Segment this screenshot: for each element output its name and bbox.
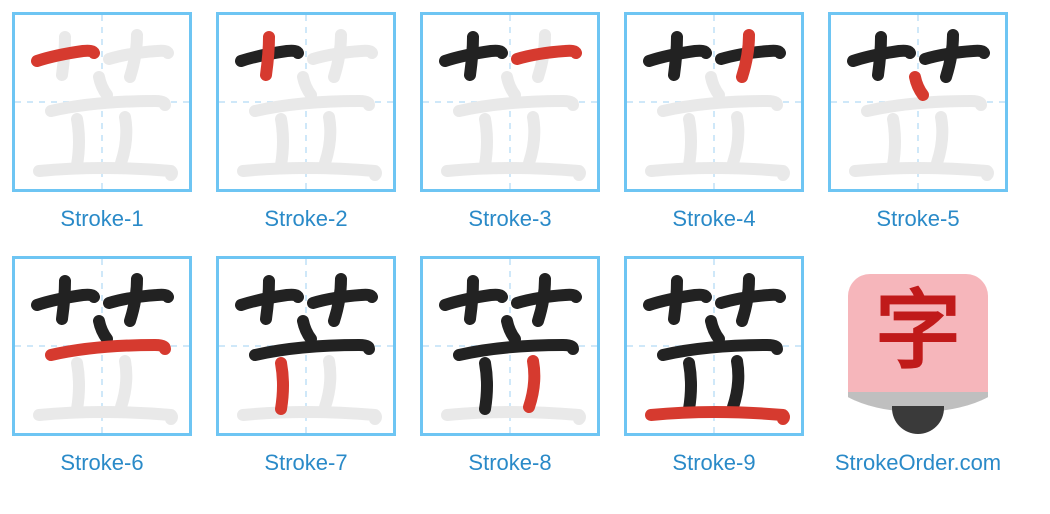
- stroke-caption: Stroke-6: [60, 450, 143, 476]
- logo-tip-dark: [892, 406, 944, 434]
- stroke-box: [624, 12, 804, 192]
- logo-icon: 字: [828, 256, 1008, 436]
- stroke-caption: Stroke-9: [672, 450, 755, 476]
- glyph-svg: [15, 15, 189, 189]
- stroke-caption: Stroke-3: [468, 206, 551, 232]
- logo-cell: 字 StrokeOrder.com: [828, 256, 1008, 476]
- stroke-box: [420, 256, 600, 436]
- stroke-caption: Stroke-5: [876, 206, 959, 232]
- glyph-svg: [831, 15, 1005, 189]
- stroke-caption: Stroke-1: [60, 206, 143, 232]
- stroke-box: [828, 12, 1008, 192]
- stroke-box: [420, 12, 600, 192]
- stroke-cell: Stroke-9: [624, 256, 804, 476]
- stroke-cell: Stroke-3: [420, 12, 600, 232]
- stroke-box: [216, 256, 396, 436]
- stroke-cell: Stroke-2: [216, 12, 396, 232]
- logo-character: 字: [828, 288, 1008, 374]
- stroke-box: [12, 12, 192, 192]
- stroke-cell: Stroke-4: [624, 12, 804, 232]
- glyph-svg: [219, 259, 393, 433]
- stroke-cell: Stroke-8: [420, 256, 600, 476]
- stroke-box: [216, 12, 396, 192]
- glyph-svg: [15, 259, 189, 433]
- glyph-svg: [219, 15, 393, 189]
- glyph-svg: [627, 15, 801, 189]
- stroke-box: [624, 256, 804, 436]
- stroke-caption: Stroke-2: [264, 206, 347, 232]
- stroke-cell: Stroke-1: [12, 12, 192, 232]
- glyph-svg: [423, 259, 597, 433]
- stroke-box: [12, 256, 192, 436]
- site-label: StrokeOrder.com: [835, 450, 1001, 476]
- glyph-svg: [423, 15, 597, 189]
- stroke-cell: Stroke-7: [216, 256, 396, 476]
- stroke-caption: Stroke-7: [264, 450, 347, 476]
- stroke-caption: Stroke-8: [468, 450, 551, 476]
- stroke-grid: Stroke-1 Stroke-2 Stroke-3 Stroke-4 Stroke-5…: [12, 12, 1038, 476]
- stroke-caption: Stroke-4: [672, 206, 755, 232]
- stroke-cell: Stroke-6: [12, 256, 192, 476]
- glyph-svg: [627, 259, 801, 433]
- stroke-cell: Stroke-5: [828, 12, 1008, 232]
